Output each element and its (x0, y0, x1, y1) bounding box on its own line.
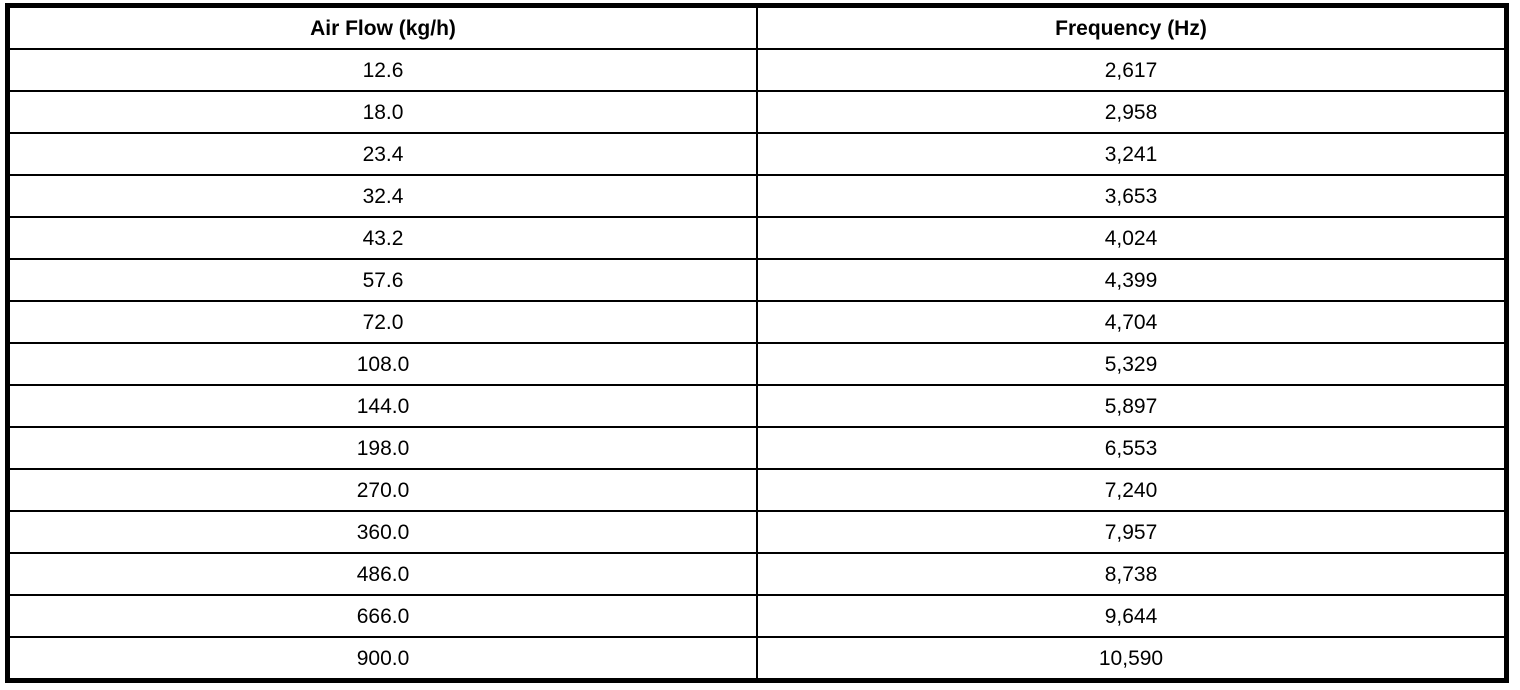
air-flow-cell: 666.0 (6, 594, 758, 638)
table-row: 108.0 5,329 (6, 342, 1508, 386)
air-flow-cell: 57.6 (6, 258, 758, 302)
table-row: 198.0 6,553 (6, 426, 1508, 470)
table-row: 23.4 3,241 (6, 132, 1508, 176)
air-flow-cell: 198.0 (6, 426, 758, 470)
table-row: 360.0 7,957 (6, 510, 1508, 554)
frequency-cell: 4,704 (756, 300, 1508, 344)
table-row: 43.2 4,024 (6, 216, 1508, 260)
air-flow-cell: 32.4 (6, 174, 758, 218)
table-row: 666.0 9,644 (6, 594, 1508, 638)
air-flow-cell: 360.0 (6, 510, 758, 554)
air-flow-cell: 144.0 (6, 384, 758, 428)
air-flow-cell: 486.0 (6, 552, 758, 596)
air-flow-cell: 23.4 (6, 132, 758, 176)
air-flow-cell: 108.0 (6, 342, 758, 386)
frequency-cell: 9,644 (756, 594, 1508, 638)
table-row: 486.0 8,738 (6, 552, 1508, 596)
air-flow-column-header: Air Flow (kg/h) (6, 4, 758, 50)
frequency-cell: 4,399 (756, 258, 1508, 302)
air-flow-cell: 72.0 (6, 300, 758, 344)
air-flow-cell: 12.6 (6, 48, 758, 92)
air-flow-cell: 18.0 (6, 90, 758, 134)
table-header-row: Air Flow (kg/h) Frequency (Hz) (6, 4, 1508, 50)
frequency-cell: 5,897 (756, 384, 1508, 428)
frequency-cell: 4,024 (756, 216, 1508, 260)
air-flow-cell: 900.0 (6, 636, 758, 682)
table-row: 900.0 10,590 (6, 636, 1508, 682)
frequency-cell: 2,617 (756, 48, 1508, 92)
frequency-cell: 7,240 (756, 468, 1508, 512)
table-row: 18.0 2,958 (6, 90, 1508, 134)
table-row: 72.0 4,704 (6, 300, 1508, 344)
table-row: 12.6 2,617 (6, 48, 1508, 92)
air-flow-frequency-table-container: Air Flow (kg/h) Frequency (Hz) 12.6 2,61… (5, 3, 1509, 683)
table-row: 57.6 4,399 (6, 258, 1508, 302)
frequency-cell: 5,329 (756, 342, 1508, 386)
table-row: 144.0 5,897 (6, 384, 1508, 428)
air-flow-frequency-table: Air Flow (kg/h) Frequency (Hz) 12.6 2,61… (5, 3, 1509, 683)
frequency-column-header: Frequency (Hz) (756, 4, 1508, 50)
frequency-cell: 7,957 (756, 510, 1508, 554)
frequency-cell: 3,653 (756, 174, 1508, 218)
table-row: 270.0 7,240 (6, 468, 1508, 512)
air-flow-cell: 270.0 (6, 468, 758, 512)
air-flow-cell: 43.2 (6, 216, 758, 260)
frequency-cell: 10,590 (756, 636, 1508, 682)
frequency-cell: 6,553 (756, 426, 1508, 470)
frequency-cell: 8,738 (756, 552, 1508, 596)
table-row: 32.4 3,653 (6, 174, 1508, 218)
frequency-cell: 3,241 (756, 132, 1508, 176)
frequency-cell: 2,958 (756, 90, 1508, 134)
